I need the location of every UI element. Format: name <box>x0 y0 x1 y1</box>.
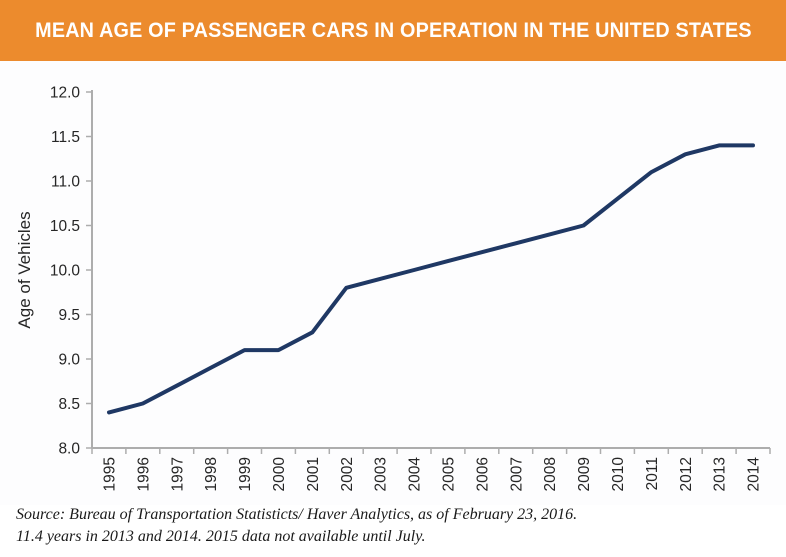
chart-area: 8.0 8.5 9.0 9.5 10.0 10.5 11.0 11.5 12.0 1995 1996… <box>0 61 786 505</box>
source-note: Source: Bureau of Transportation Statist… <box>16 504 776 548</box>
source-line-1: Source: Bureau of Transportation Statist… <box>16 506 578 523</box>
x-axis-tick-label: 2002 <box>339 457 356 491</box>
y-axis-tick-label: 10.0 <box>50 263 81 280</box>
x-axis-tick-label: 2014 <box>746 457 763 492</box>
line-chart: 8.0 8.5 9.0 9.5 10.0 10.5 11.0 11.5 12.0 1995 1996… <box>15 85 771 492</box>
y-axis-tick-label: 9.0 <box>58 352 80 369</box>
y-axis-tick-label: 11.5 <box>51 129 80 146</box>
chart-title-banner: MEAN AGE OF PASSENGER CARS IN OPERATION … <box>0 0 786 61</box>
chart-title: MEAN AGE OF PASSENGER CARS IN OPERATION … <box>34 18 752 42</box>
x-axis-tick-label: 2008 <box>542 457 559 491</box>
x-axis-tick-label: 1995 <box>101 457 118 491</box>
x-axis-tick-label: 2000 <box>271 457 288 492</box>
x-axis-tick-label: 2009 <box>576 457 593 491</box>
source-line-2: 11.4 years in 2013 and 2014. 2015 data n… <box>16 528 426 545</box>
y-axis-tick-label: 10.5 <box>50 218 80 235</box>
x-axis-tick-label: 2003 <box>373 457 390 491</box>
y-axis-title: Age of Vehicles <box>15 211 34 328</box>
x-axis-tick-label: 1998 <box>203 457 220 491</box>
x-axis-tick-label: 2012 <box>678 457 695 491</box>
x-axis-tick-label: 2011 <box>644 457 661 490</box>
y-axis-tick-label: 9.5 <box>58 307 80 324</box>
y-axis-tick-label: 8.5 <box>58 396 80 413</box>
x-axis-tick-label: 1996 <box>135 457 152 491</box>
x-axis-tick-label: 2005 <box>440 457 457 491</box>
data-series-line <box>107 143 755 415</box>
x-axis-tick-label: 2001 <box>305 457 322 491</box>
y-axis-tick-label: 12.0 <box>50 85 81 102</box>
x-axis-tick-label: 2004 <box>407 457 424 492</box>
y-axis-tick-label: 8.0 <box>58 441 80 458</box>
x-axis-tick-label: 2007 <box>508 457 525 491</box>
y-axis-tick-label: 11.0 <box>51 174 80 191</box>
x-axis-tick-label: 2006 <box>474 457 491 491</box>
x-axis-tick-label: 2010 <box>610 457 627 492</box>
x-axis-tick-label: 1997 <box>169 457 186 491</box>
x-axis-tick-label: 2013 <box>712 457 729 491</box>
x-axis-tick-label: 1999 <box>237 457 254 491</box>
